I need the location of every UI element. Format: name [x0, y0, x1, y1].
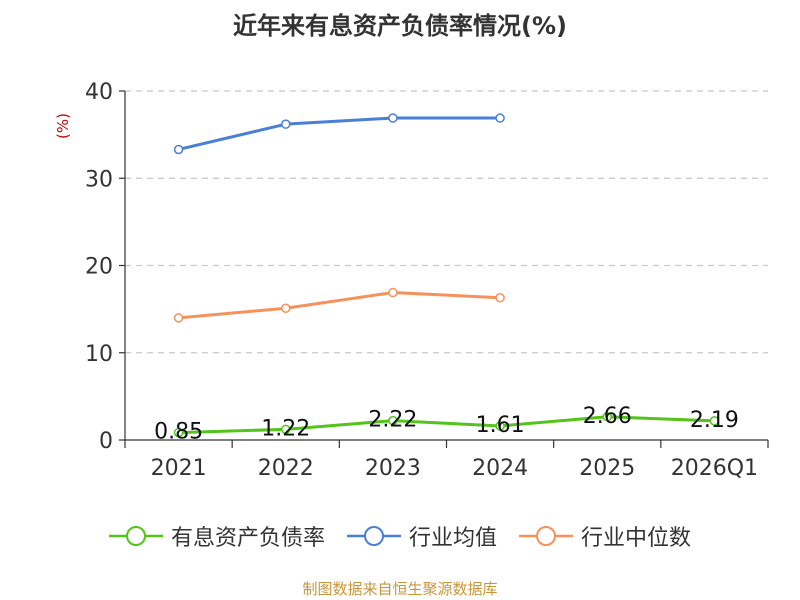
data-label: 0.85 — [154, 420, 203, 445]
data-point — [173, 313, 184, 323]
series-line — [178, 116, 501, 151]
legend-swatch-icon — [519, 526, 573, 546]
data-label: 2.66 — [583, 404, 632, 429]
data-label: 1.61 — [476, 413, 525, 438]
legend-item[interactable]: 行业均值 — [346, 520, 497, 552]
x-tick-label: 2021 — [151, 456, 207, 481]
y-axis-label: (%) — [54, 113, 72, 139]
legend-item[interactable]: 行业中位数 — [519, 520, 691, 552]
x-tick-label: 2025 — [579, 456, 635, 481]
legend-item[interactable]: 有息资产负债率 — [108, 520, 325, 552]
y-tick-label: 40 — [85, 80, 113, 105]
data-point — [495, 421, 505, 431]
y-tick-label: 20 — [85, 255, 113, 280]
legend-label: 行业均值 — [408, 526, 497, 551]
legend-swatch-icon — [108, 526, 163, 546]
data-point — [281, 303, 291, 314]
data-point — [602, 412, 612, 422]
data-point — [281, 119, 291, 129]
data-label: 1.22 — [261, 416, 310, 441]
y-tick-label: 10 — [85, 342, 113, 367]
data-point — [281, 424, 291, 435]
legend-swatch-icon — [346, 526, 401, 546]
data-point — [173, 427, 184, 438]
x-tick-label: 2024 — [472, 456, 528, 481]
source-note: 制图数据来自恒生聚源数据库 — [302, 580, 498, 598]
x-tick-label: 2022 — [258, 456, 314, 481]
series-line — [178, 415, 715, 435]
data-point — [709, 416, 720, 426]
chart-title: 近年来有息资产负债率情况(%) — [233, 12, 567, 40]
data-point — [495, 113, 505, 123]
legend: 有息资产负债率 行业均值 行业中位数 — [0, 520, 800, 552]
data-label: 2.19 — [690, 408, 739, 433]
data-label: 2.22 — [368, 408, 417, 433]
data-point — [495, 293, 505, 303]
legend-label: 行业中位数 — [581, 526, 692, 551]
data-point — [173, 144, 184, 155]
y-tick-label: 30 — [85, 167, 113, 192]
data-point — [388, 415, 398, 426]
y-tick-label: 0 — [99, 429, 113, 454]
data-point — [388, 287, 398, 298]
x-tick-label: 2026Q1 — [671, 456, 758, 481]
legend-label: 有息资产负债率 — [170, 526, 325, 551]
series-line — [178, 291, 501, 320]
x-tick-label: 2023 — [365, 456, 421, 481]
data-point — [388, 113, 398, 123]
